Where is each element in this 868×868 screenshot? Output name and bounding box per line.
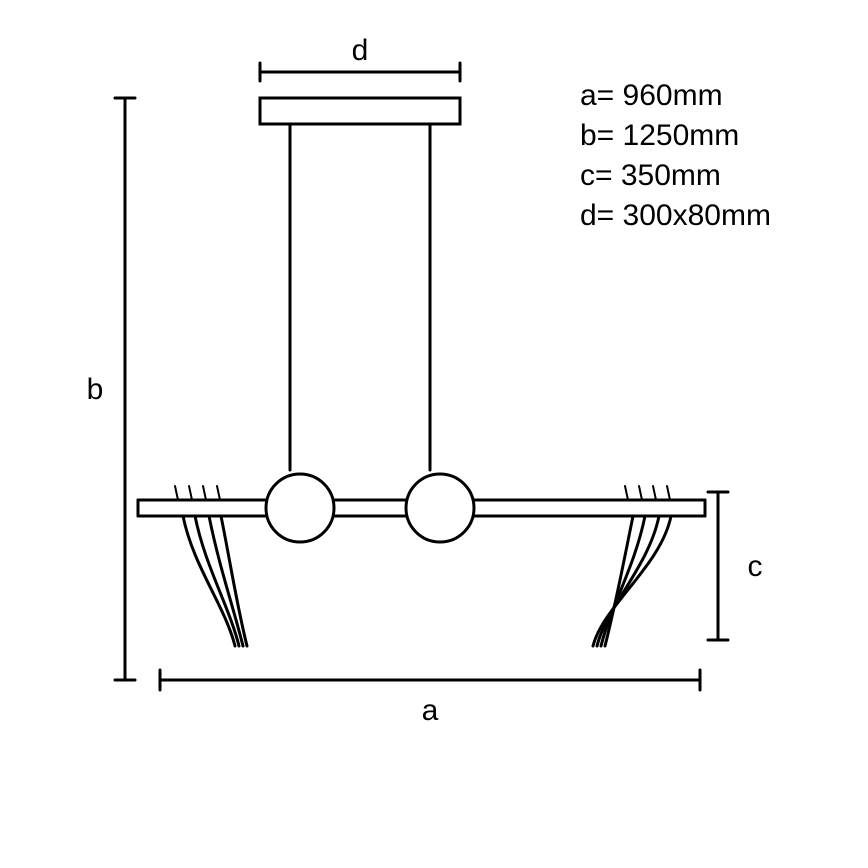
legend-b: b= 1250mm [580,119,739,152]
tassel-right [593,486,671,646]
tassel-left [175,486,247,646]
legend-a: a= 960mm [580,79,723,112]
dim-label-d: d [352,34,369,67]
canopy [260,98,460,124]
sphere-right [406,474,474,542]
dim-label-b: b [87,373,104,406]
dim-label-c: c [748,550,763,583]
legend-d: d= 300x80mm [580,199,771,232]
legend-c: c= 350mm [580,159,721,192]
dim-label-a: a [422,694,439,727]
sphere-left [266,474,334,542]
